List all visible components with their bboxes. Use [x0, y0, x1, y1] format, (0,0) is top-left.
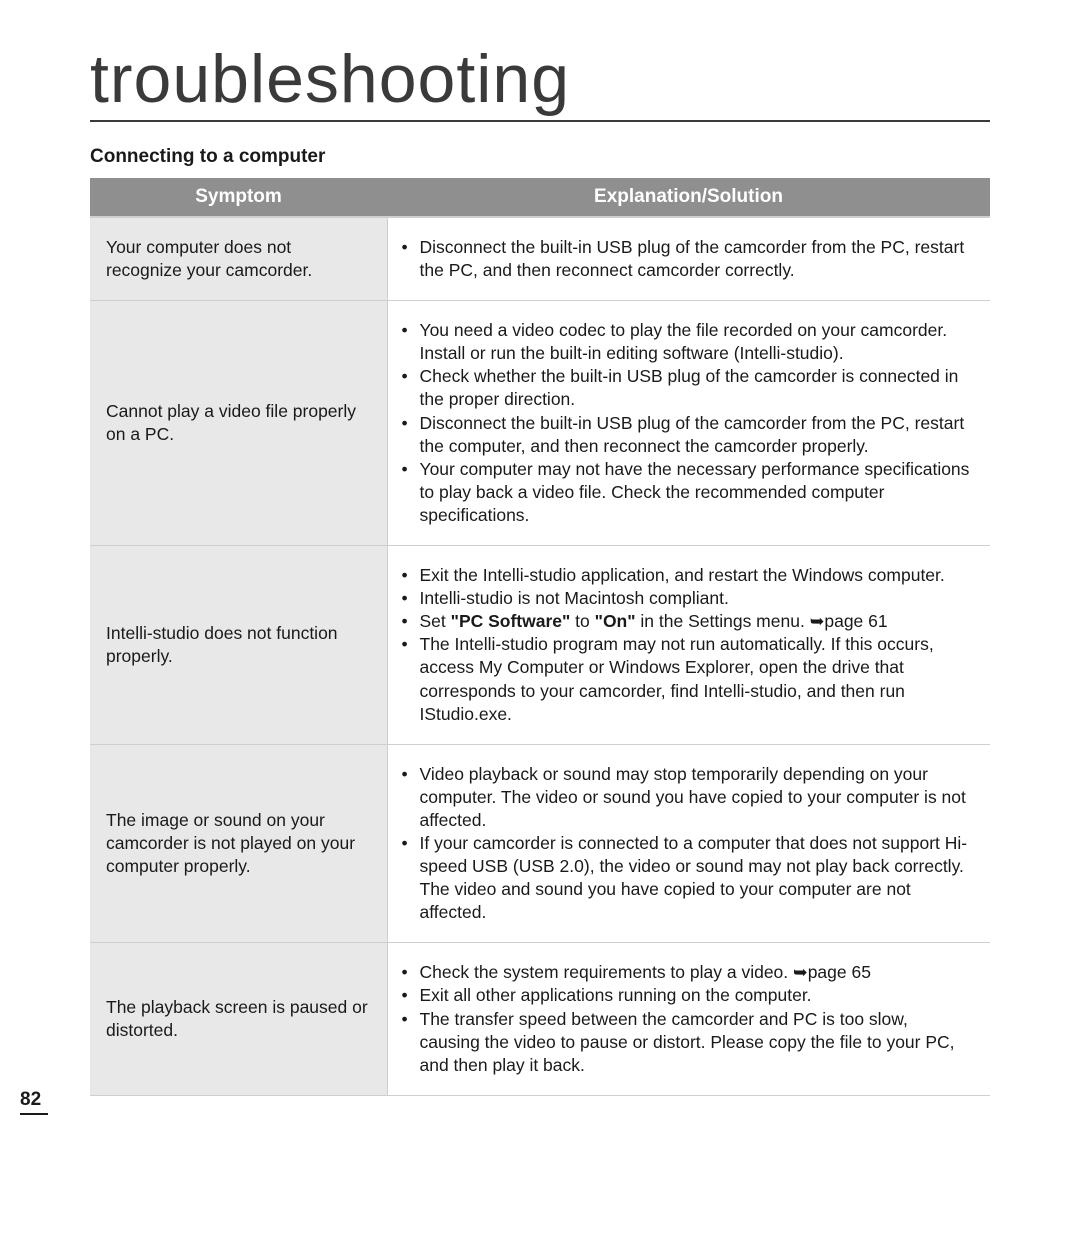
solution-cell: Check the system requirements to play a …	[387, 943, 990, 1095]
page-number: 82	[20, 1089, 48, 1115]
troubleshooting-table: Symptom Explanation/Solution Your comput…	[90, 178, 990, 1096]
solution-item: Video playback or sound may stop tempora…	[394, 763, 973, 832]
solution-item: Set "PC Software" to "On" in the Setting…	[394, 610, 973, 633]
table-row: Cannot play a video file properly on a P…	[90, 301, 990, 546]
page-title: troubleshooting	[90, 40, 990, 122]
page-ref-arrow-icon: ➥	[793, 962, 808, 982]
solution-item-trail: The video and sound you have copied to y…	[420, 878, 973, 924]
solution-item: Check the system requirements to play a …	[394, 961, 973, 984]
table-header-row: Symptom Explanation/Solution	[90, 178, 990, 217]
solution-item: You need a video codec to play the file …	[394, 319, 973, 365]
table-row: The playback screen is paused or distort…	[90, 943, 990, 1095]
bold-text: "PC Software"	[451, 611, 571, 631]
section-title: Connecting to a computer	[90, 146, 990, 168]
solution-item: If your camcorder is connected to a comp…	[394, 832, 973, 924]
solution-item: Check whether the built-in USB plug of t…	[394, 365, 973, 411]
bold-text: "On"	[595, 611, 636, 631]
solution-item: Exit the Intelli-studio application, and…	[394, 564, 973, 587]
symptom-cell: Your computer does not recognize your ca…	[90, 217, 387, 301]
solution-cell: Video playback or sound may stop tempora…	[387, 744, 990, 943]
solution-item: Disconnect the built-in USB plug of the …	[394, 412, 973, 458]
page-ref-arrow-icon: ➥	[810, 611, 825, 631]
table-header-symptom: Symptom	[90, 178, 387, 217]
solution-list: Video playback or sound may stop tempora…	[394, 763, 973, 925]
manual-page: troubleshooting Connecting to a computer…	[0, 0, 1080, 1235]
solution-cell: Exit the Intelli-studio application, and…	[387, 546, 990, 745]
symptom-cell: The playback screen is paused or distort…	[90, 943, 387, 1095]
solution-list: Exit the Intelli-studio application, and…	[394, 564, 973, 726]
solution-item: Intelli-studio is not Macintosh complian…	[394, 587, 973, 610]
solution-list: Check the system requirements to play a …	[394, 961, 973, 1076]
symptom-cell: The image or sound on your camcorder is …	[90, 744, 387, 943]
table-row: Your computer does not recognize your ca…	[90, 217, 990, 301]
solution-list: Disconnect the built-in USB plug of the …	[394, 236, 973, 282]
symptom-cell: Cannot play a video file properly on a P…	[90, 301, 387, 546]
table-row: The image or sound on your camcorder is …	[90, 744, 990, 943]
solution-item: The Intelli-studio program may not run a…	[394, 633, 973, 725]
solution-cell: You need a video codec to play the file …	[387, 301, 990, 546]
symptom-cell: Intelli-studio does not function properl…	[90, 546, 387, 745]
solution-item: Exit all other applications running on t…	[394, 984, 973, 1007]
table-header-solution: Explanation/Solution	[387, 178, 990, 217]
solution-cell: Disconnect the built-in USB plug of the …	[387, 217, 990, 301]
solution-list: You need a video codec to play the file …	[394, 319, 973, 527]
solution-item: Your computer may not have the necessary…	[394, 458, 973, 527]
solution-item: Disconnect the built-in USB plug of the …	[394, 236, 973, 282]
table-row: Intelli-studio does not function properl…	[90, 546, 990, 745]
solution-item: The transfer speed between the camcorder…	[394, 1008, 973, 1077]
